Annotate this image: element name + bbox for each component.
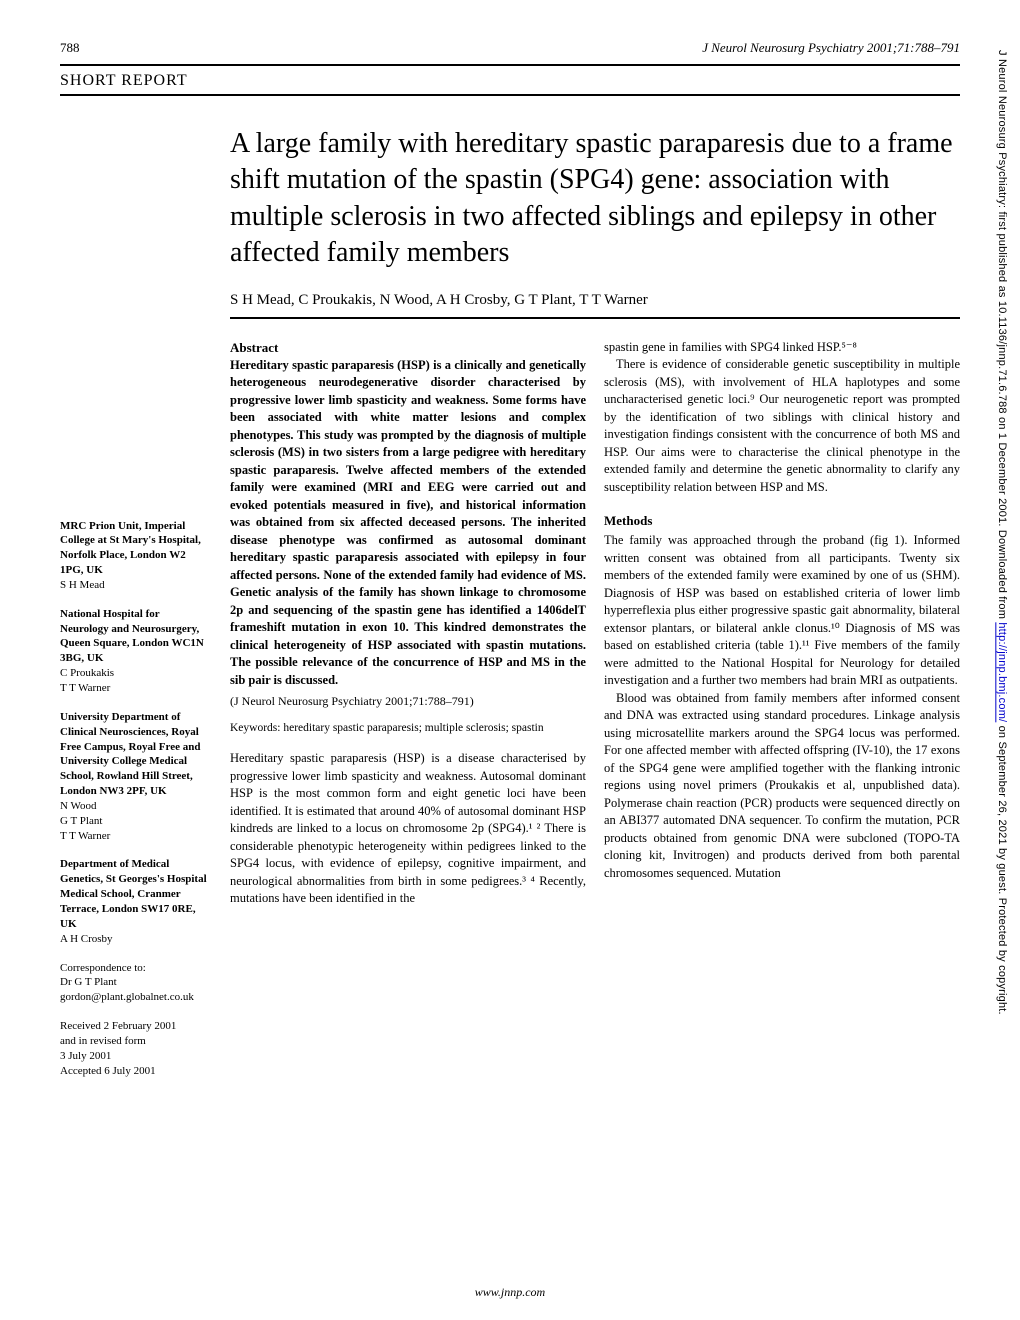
intro-paragraph: Hereditary spastic paraparesis (HSP) is … bbox=[230, 750, 586, 908]
column-left: Abstract Hereditary spastic paraparesis … bbox=[230, 339, 586, 1093]
affiliation-4-names: A H Crosby bbox=[60, 932, 210, 947]
affiliation-3-names: N Wood G T Plant T T Warner bbox=[60, 799, 210, 844]
methods-para1: The family was approached through the pr… bbox=[604, 532, 960, 690]
article-title: A large family with hereditary spastic p… bbox=[230, 126, 960, 272]
methods-para2: Blood was obtained from family members a… bbox=[604, 690, 960, 883]
abstract-citation: (J Neurol Neurosurg Psychiatry 2001;71:7… bbox=[230, 693, 586, 710]
footer-url: www.jnnp.com bbox=[0, 1285, 1020, 1300]
rule-top bbox=[60, 64, 960, 66]
col2-para2: There is evidence of considerable geneti… bbox=[604, 356, 960, 496]
methods-heading: Methods bbox=[604, 512, 960, 530]
affiliation-2-names: C Proukakis T T Warner bbox=[60, 666, 210, 696]
affiliation-2: National Hospital for Neurology and Neur… bbox=[60, 607, 210, 696]
affiliation-1-names: S H Mead bbox=[60, 578, 210, 593]
affiliation-1: MRC Prion Unit, Imperial College at St M… bbox=[60, 519, 210, 593]
affiliation-3: University Department of Clinical Neuros… bbox=[60, 710, 210, 844]
journal-reference: J Neurol Neurosurg Psychiatry 2001;71:78… bbox=[702, 40, 960, 56]
affiliations-sidebar: MRC Prion Unit, Imperial College at St M… bbox=[60, 339, 210, 1093]
correspondence: Correspondence to: Dr G T Plant gordon@p… bbox=[60, 961, 210, 1006]
abstract-heading: Abstract bbox=[230, 339, 586, 357]
submission-dates: Received 2 February 2001 and in revised … bbox=[60, 1019, 210, 1078]
affiliation-1-org: MRC Prion Unit, Imperial College at St M… bbox=[60, 519, 210, 578]
margin-link[interactable]: http://jnnp.bmj.com/ bbox=[996, 622, 1008, 722]
authors: S H Mead, C Proukakis, N Wood, A H Crosb… bbox=[230, 292, 960, 309]
margin-suffix: on September 26, 2021 by guest. Protecte… bbox=[996, 722, 1008, 1014]
column-right: spastin gene in families with SPG4 linke… bbox=[604, 339, 960, 1093]
copyright-margin: J Neurol Neurosurg Psychiatry: first pub… bbox=[996, 50, 1008, 1250]
margin-prefix: J Neurol Neurosurg Psychiatry: first pub… bbox=[996, 50, 1008, 622]
rule-under-authors bbox=[230, 317, 960, 319]
affiliation-3-org: University Department of Clinical Neuros… bbox=[60, 710, 210, 799]
affiliation-4: Department of Medical Genetics, St Georg… bbox=[60, 857, 210, 946]
page-number: 788 bbox=[60, 40, 80, 56]
abstract-body: Hereditary spastic paraparesis (HSP) is … bbox=[230, 357, 586, 690]
affiliation-4-org: Department of Medical Genetics, St Georg… bbox=[60, 857, 210, 931]
keywords: Keywords: hereditary spastic paraparesis… bbox=[230, 720, 586, 736]
section-label: SHORT REPORT bbox=[60, 72, 960, 90]
rule-under-section bbox=[60, 94, 960, 96]
col2-continuation: spastin gene in families with SPG4 linke… bbox=[604, 339, 960, 357]
affiliation-2-org: National Hospital for Neurology and Neur… bbox=[60, 607, 210, 666]
